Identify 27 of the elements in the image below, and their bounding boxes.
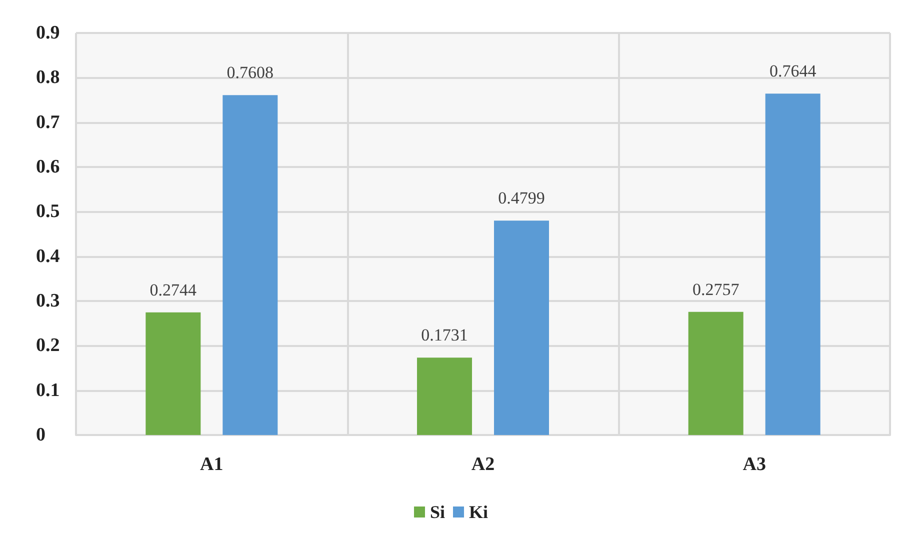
bar: [417, 358, 472, 435]
data-label: 0.7644: [769, 62, 817, 81]
bar: [765, 94, 820, 435]
data-label: 0.2744: [150, 280, 198, 300]
y-tick-label: 0.9: [36, 22, 60, 44]
y-tick-label: 0.5: [36, 201, 60, 222]
y-tick-label: 0.8: [36, 67, 60, 88]
y-tick-label: 0.3: [36, 290, 60, 312]
bar: [222, 95, 278, 435]
bar: [688, 312, 744, 435]
data-label: 0.2757: [692, 280, 740, 299]
data-label: 0.1731: [421, 326, 468, 345]
data-label: 0.4799: [498, 188, 545, 208]
y-tick-label: 0.4: [36, 246, 60, 267]
y-tick-label: 0.6: [36, 156, 60, 178]
y-tick-label: 0.7: [36, 112, 60, 133]
data-label: 0.7608: [226, 63, 274, 82]
legend-label: Ki: [469, 502, 488, 522]
y-tick-label: 0.2: [36, 335, 60, 356]
bar: [146, 312, 201, 435]
bar: [494, 220, 549, 435]
x-tick-label: A1: [200, 454, 224, 475]
x-tick-label: A3: [742, 454, 766, 475]
legend-label: Si: [430, 502, 446, 522]
y-tick-label: 0.1: [36, 380, 60, 401]
x-tick-label: A2: [471, 454, 495, 475]
y-tick-label: 0: [36, 424, 46, 446]
